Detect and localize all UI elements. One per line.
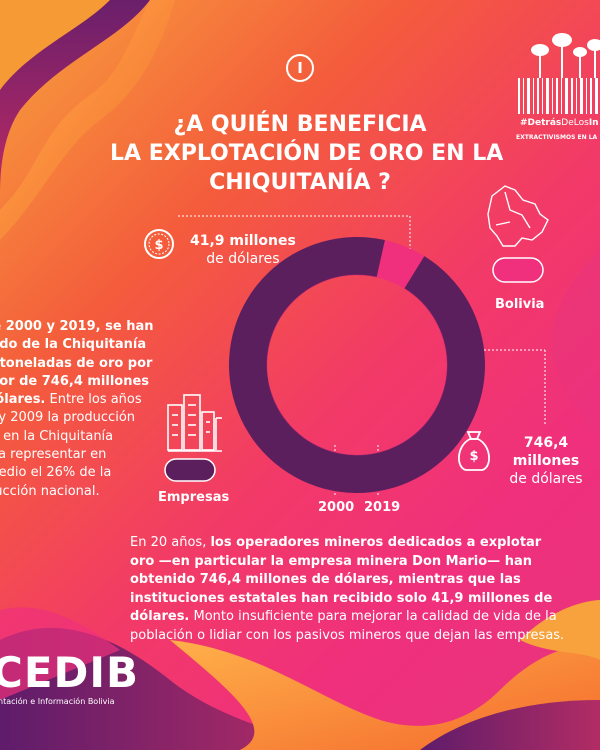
title-line: ¿A QUIÉN BENEFICIA [173, 112, 427, 137]
period-label-start: 2000 [318, 500, 355, 515]
period-label-end: 2019 [364, 500, 401, 515]
section-number: I [286, 54, 314, 82]
bolivia-map-icon [487, 185, 549, 247]
title-line: LA EXPLOTACIÓN DE ORO EN LA [110, 141, 504, 166]
amount-companies-unit: de dólares [509, 471, 583, 487]
amount-state: 41,9 millones de dólares [190, 232, 296, 268]
money-bag-icon: $ [458, 431, 490, 471]
svg-text:$: $ [469, 449, 478, 464]
svg-text:$: $ [154, 238, 163, 253]
legend-label-companies: Empresas [158, 490, 230, 505]
barcode-trees-icon [518, 33, 600, 114]
money-coin-icon: $ [144, 229, 174, 259]
summary-paragraph: En 20 años, los operadores mineros dedic… [130, 535, 565, 643]
left-paragraph: re 2000 y 2019, se han aido de la Chiqui… [0, 319, 154, 499]
org-logo: CEDIB [0, 648, 140, 697]
campaign-hashtag: #DetrásDeLosIn [520, 118, 599, 128]
buildings-icon [167, 394, 222, 452]
amount-companies: 746,4 millones de dólares [492, 434, 600, 488]
donut-slice-companies [229, 237, 486, 494]
amount-state-unit: de dólares [206, 251, 280, 267]
page-title: ¿A QUIÉN BENEFICIA LA EXPLOTACIÓN DE ORO… [110, 110, 504, 197]
legend-swatch-companies [164, 458, 216, 482]
campaign-tagline: EXTRACTIVISMOS EN LA [516, 134, 598, 141]
donut-hole [266, 274, 448, 456]
legend-swatch-state [492, 257, 544, 283]
legend-label-state: Bolivia [495, 297, 545, 312]
title-line: CHIQUITANÍA ? [209, 170, 391, 195]
donut-chart [229, 237, 486, 494]
amount-companies-value: 746,4 millones [512, 435, 580, 469]
donut-slice-state [376, 240, 425, 289]
org-subtitle: ntación e Información Bolivia [0, 697, 115, 706]
amount-state-value: 41,9 millones [190, 233, 296, 249]
